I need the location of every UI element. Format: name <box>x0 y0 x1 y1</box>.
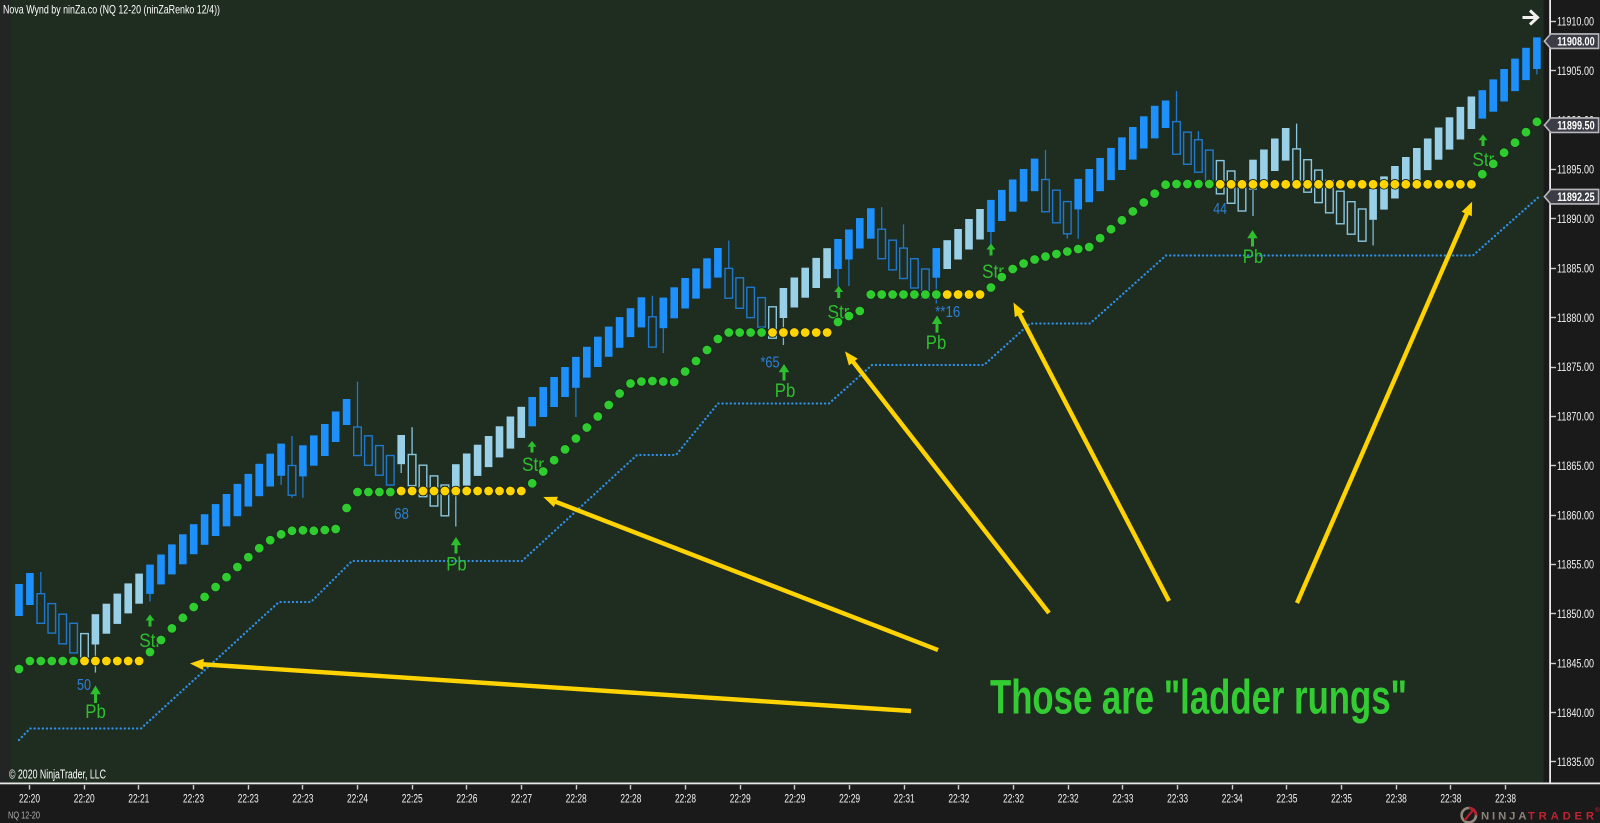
svg-text:NINJA: NINJA <box>1481 810 1527 822</box>
svg-text:Pb: Pb <box>926 332 947 354</box>
svg-text:**16: **16 <box>935 304 960 321</box>
svg-text:11875.00: 11875.00 <box>1557 360 1594 374</box>
svg-text:11845.00: 11845.00 <box>1557 656 1594 670</box>
svg-text:22:33: 22:33 <box>1112 792 1133 806</box>
svg-text:22:29: 22:29 <box>784 792 805 806</box>
svg-text:22:38: 22:38 <box>1495 792 1516 806</box>
svg-text:22:21: 22:21 <box>128 792 149 806</box>
svg-text:22:20: 22:20 <box>19 792 40 806</box>
svg-text:11892.25: 11892.25 <box>1557 190 1595 204</box>
svg-text:22:29: 22:29 <box>730 792 751 806</box>
svg-text:11908.00: 11908.00 <box>1557 35 1595 49</box>
svg-text:22:35: 22:35 <box>1331 792 1352 806</box>
svg-text:22:33: 22:33 <box>1167 792 1188 806</box>
svg-text:© 2020 NinjaTrader, LLC: © 2020 NinjaTrader, LLC <box>9 767 106 782</box>
svg-text:22:32: 22:32 <box>1058 792 1079 806</box>
svg-text:11899.50: 11899.50 <box>1557 118 1595 132</box>
svg-text:11910.00: 11910.00 <box>1557 15 1594 29</box>
svg-text:Pb: Pb <box>85 701 106 723</box>
svg-text:22:24: 22:24 <box>347 792 368 806</box>
svg-text:Pb: Pb <box>775 380 796 402</box>
svg-text:22:23: 22:23 <box>183 792 204 806</box>
svg-text:22:28: 22:28 <box>675 792 696 806</box>
svg-text:11860.00: 11860.00 <box>1557 508 1594 522</box>
svg-text:11905.00: 11905.00 <box>1557 64 1594 78</box>
svg-text:22:25: 22:25 <box>402 792 423 806</box>
svg-text:Nova Wynd by ninZa.co (NQ 12-2: Nova Wynd by ninZa.co (NQ 12-20 (ninZaRe… <box>3 3 220 17</box>
svg-text:11835.00: 11835.00 <box>1557 755 1594 769</box>
svg-text:22:32: 22:32 <box>948 792 969 806</box>
svg-text:11850.00: 11850.00 <box>1557 607 1594 621</box>
svg-text:11855.00: 11855.00 <box>1557 558 1594 572</box>
svg-text:22:28: 22:28 <box>620 792 641 806</box>
svg-text:Those are "ladder rungs": Those are "ladder rungs" <box>990 672 1407 725</box>
svg-text:11840.00: 11840.00 <box>1557 706 1594 720</box>
svg-text:22:20: 22:20 <box>74 792 95 806</box>
svg-text:22:29: 22:29 <box>839 792 860 806</box>
svg-text:22:38: 22:38 <box>1440 792 1461 806</box>
svg-text:22:34: 22:34 <box>1222 792 1243 806</box>
svg-text:Str: Str <box>139 631 162 652</box>
svg-text:Pb: Pb <box>1243 246 1264 268</box>
svg-text:68: 68 <box>394 506 409 523</box>
svg-text:11880.00: 11880.00 <box>1557 311 1594 325</box>
svg-text:22:31: 22:31 <box>894 792 915 806</box>
svg-text:11865.00: 11865.00 <box>1557 459 1594 473</box>
svg-text:22:26: 22:26 <box>456 792 477 806</box>
svg-text:NQ 12-20: NQ 12-20 <box>8 810 40 822</box>
svg-text:11870.00: 11870.00 <box>1557 410 1594 424</box>
svg-text:22:27: 22:27 <box>511 792 532 806</box>
svg-text:®: ® <box>1595 806 1600 814</box>
svg-text:22:28: 22:28 <box>566 792 587 806</box>
svg-text:Pb: Pb <box>446 553 467 575</box>
svg-text:11885.00: 11885.00 <box>1557 262 1594 276</box>
svg-text:44: 44 <box>1213 201 1227 218</box>
svg-text:11890.00: 11890.00 <box>1557 212 1594 226</box>
svg-text:11895.00: 11895.00 <box>1557 163 1594 177</box>
svg-text:22:35: 22:35 <box>1276 792 1297 806</box>
svg-text:22:32: 22:32 <box>1003 792 1024 806</box>
svg-text:22:23: 22:23 <box>238 792 259 806</box>
svg-text:22:38: 22:38 <box>1386 792 1407 806</box>
svg-text:50: 50 <box>77 677 91 694</box>
svg-text:*65: *65 <box>761 355 780 372</box>
svg-text:22:23: 22:23 <box>292 792 313 806</box>
